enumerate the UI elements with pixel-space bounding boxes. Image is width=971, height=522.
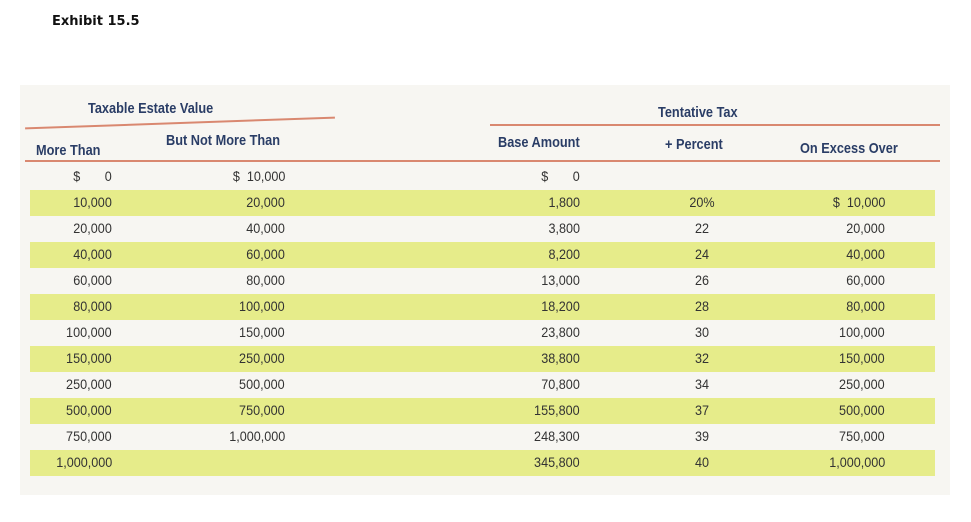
cell-percent: 30 (694, 324, 710, 340)
cell-not-more-than: 20,000 (246, 194, 285, 210)
table-row: 20,000 40,000 3,800 22 20,000 (30, 216, 935, 242)
cell-percent: 32 (694, 350, 710, 366)
cell-more-than: 250,000 (66, 376, 112, 392)
cell-excess: 80,000 (846, 298, 885, 314)
cell-percent: 37 (694, 402, 710, 418)
cell-base: 345,800 (534, 454, 580, 470)
table-row: 10,000 20,000 1,800 20% $ 10,000 (30, 190, 935, 216)
exhibit-title: Exhibit 15.5 (52, 14, 140, 29)
cell-more-than: 150,000 (66, 350, 112, 366)
cell-more-than: 750,000 (66, 428, 112, 444)
header-taxable-estate-value: Taxable Estate Value (88, 100, 214, 117)
cell-not-more-than: 150,000 (239, 324, 285, 340)
cell-more-than: 80,000 (73, 298, 112, 314)
cell-excess: 60,000 (846, 272, 885, 288)
cell-base: 13,000 (541, 272, 580, 288)
cell-percent: 28 (694, 298, 710, 314)
cell-base: 1,800 (548, 194, 580, 210)
cell-not-more-than: 500,000 (239, 376, 285, 392)
cell-base: 3,800 (548, 220, 580, 236)
table-row: 150,000 250,000 38,800 32 150,000 (30, 346, 935, 372)
table-row: 80,000 100,000 18,200 28 80,000 (30, 294, 935, 320)
cell-more-than: $ 0 (73, 168, 112, 184)
cell-excess: 250,000 (839, 376, 885, 392)
cell-more-than: 1,000,000 (55, 454, 112, 470)
cell-not-more-than: 250,000 (239, 350, 285, 366)
cell-excess: 150,000 (839, 350, 885, 366)
cell-excess: 40,000 (846, 246, 885, 262)
cell-percent: 34 (694, 376, 710, 392)
cell-excess: 500,000 (839, 402, 885, 418)
table-row: $ 0 $ 10,000 $ 0 (30, 164, 935, 190)
header-excess-over: On Excess Over (800, 140, 898, 157)
cell-not-more-than: 80,000 (246, 272, 285, 288)
cell-excess: 750,000 (839, 428, 885, 444)
cell-not-more-than: 40,000 (246, 220, 285, 236)
header-not-more-than: But Not More Than (166, 132, 281, 149)
cell-excess: 100,000 (839, 324, 885, 340)
cell-base: 23,800 (541, 324, 580, 340)
cell-base: 18,200 (541, 298, 580, 314)
table-row: 750,000 1,000,000 248,300 39 750,000 (30, 424, 935, 450)
divider (25, 160, 940, 162)
cell-base: 38,800 (541, 350, 580, 366)
cell-base: 248,300 (534, 428, 580, 444)
cell-percent: 22 (694, 220, 710, 236)
cell-percent: 24 (694, 246, 710, 262)
cell-more-than: 40,000 (73, 246, 112, 262)
cell-more-than: 20,000 (73, 220, 112, 236)
table-row: 40,000 60,000 8,200 24 40,000 (30, 242, 935, 268)
table-row: 500,000 750,000 155,800 37 500,000 (30, 398, 935, 424)
cell-more-than: 60,000 (73, 272, 112, 288)
cell-percent: 40 (694, 454, 710, 470)
cell-percent: 26 (694, 272, 710, 288)
header-more-than: More Than (36, 142, 101, 159)
cell-base: 155,800 (534, 402, 580, 418)
cell-excess: $ 10,000 (832, 194, 885, 210)
divider (490, 124, 940, 126)
cell-not-more-than: 100,000 (239, 298, 285, 314)
cell-not-more-than: 750,000 (239, 402, 285, 418)
cell-not-more-than: 1,000,000 (228, 428, 285, 444)
header-base-amount: Base Amount (498, 134, 580, 151)
cell-not-more-than: $ 10,000 (232, 168, 285, 184)
header-tentative-tax: Tentative Tax (658, 104, 738, 121)
cell-base: 8,200 (548, 246, 580, 262)
cell-excess: 1,000,000 (828, 454, 885, 470)
cell-more-than: 500,000 (66, 402, 112, 418)
cell-base: $ 0 (541, 168, 580, 184)
cell-base: 70,800 (541, 376, 580, 392)
cell-not-more-than: 60,000 (246, 246, 285, 262)
table-row: 100,000 150,000 23,800 30 100,000 (30, 320, 935, 346)
cell-percent: 20% (689, 194, 715, 210)
table-row: 60,000 80,000 13,000 26 60,000 (30, 268, 935, 294)
cell-more-than: 100,000 (66, 324, 112, 340)
table-row: 250,000 500,000 70,800 34 250,000 (30, 372, 935, 398)
table-photo (20, 85, 950, 495)
header-percent: + Percent (665, 136, 723, 153)
cell-more-than: 10,000 (73, 194, 112, 210)
cell-percent: 39 (694, 428, 710, 444)
table-row: 1,000,000 345,800 40 1,000,000 (30, 450, 935, 476)
cell-excess: 20,000 (846, 220, 885, 236)
